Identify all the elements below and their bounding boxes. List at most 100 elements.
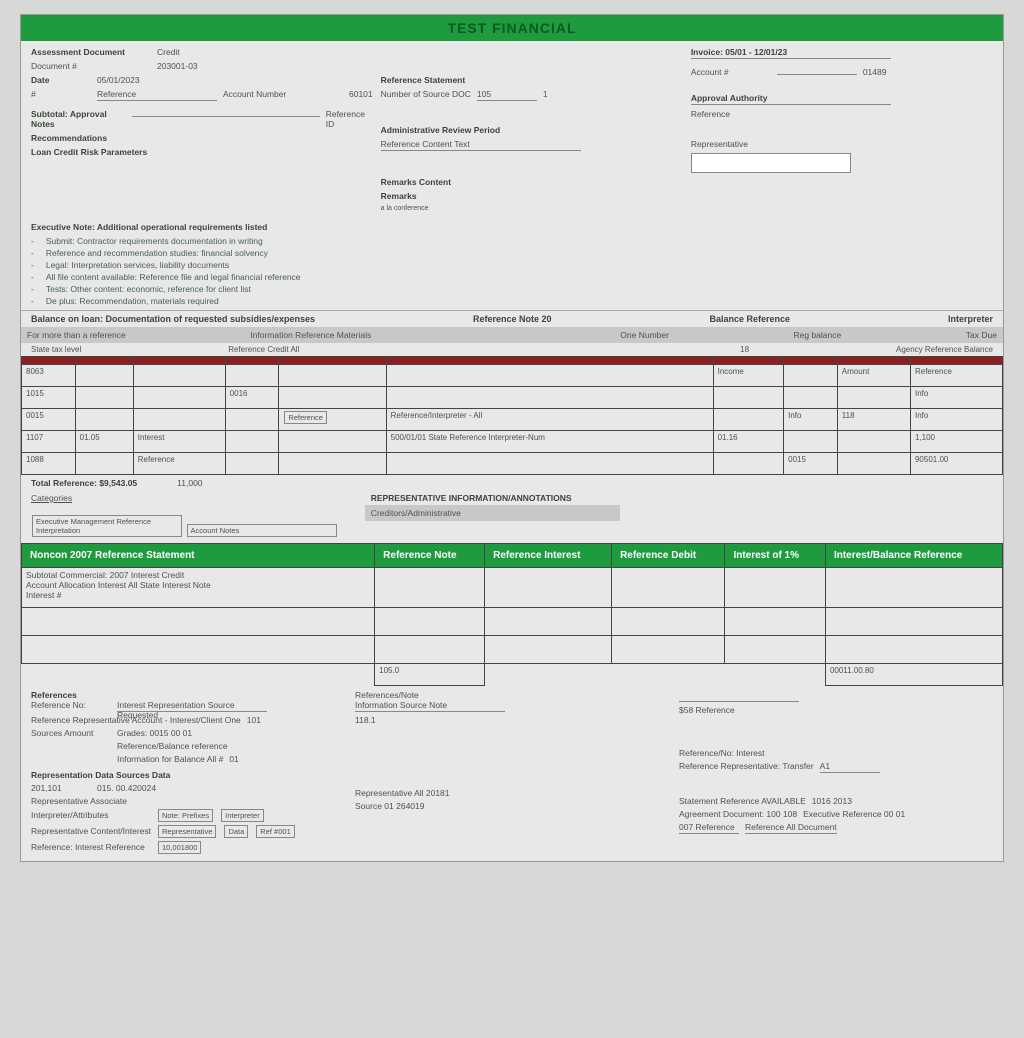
mid-box2: Account Notes bbox=[187, 524, 337, 537]
bullet-item: Submit: Contractor requirements document… bbox=[31, 236, 993, 246]
mid-hdr: REPRESENTATIVE INFORMATION/ANNOTATIONS bbox=[365, 491, 1003, 505]
gsr-2: Information Reference Materials bbox=[250, 330, 371, 340]
form-page: TEST FINANCIAL Assessment DocumentCredit… bbox=[20, 14, 1004, 862]
top-right-col: Invoice: 05/01 - 12/01/23 Account #01489… bbox=[691, 47, 993, 214]
mid-box1: Executive Management Reference Interpret… bbox=[32, 515, 182, 537]
doc-num-label: Document # bbox=[31, 61, 151, 71]
ref-r-label: Reference bbox=[691, 109, 730, 119]
ref-content-label: Reference Content Text bbox=[381, 139, 581, 151]
acct-mid-val: 60101 bbox=[349, 89, 373, 99]
rep-sig-box[interactable] bbox=[691, 153, 851, 173]
bot4: Source 01 264019 bbox=[355, 801, 424, 811]
top-left-col: Assessment DocumentCredit Document #2030… bbox=[31, 47, 373, 214]
r-line1 bbox=[679, 690, 799, 702]
subtotal-line bbox=[132, 105, 319, 117]
f1-val: Interest Representation Source Requested bbox=[117, 700, 267, 712]
box4: Data bbox=[224, 825, 248, 838]
gsr2-r1: 18 bbox=[740, 345, 749, 354]
table-row bbox=[22, 608, 1003, 636]
green-header-row: Noncon 2007 Reference Statement Referenc… bbox=[22, 544, 1003, 568]
bullet-item: Reference and recommendation studies: fi… bbox=[31, 248, 993, 258]
table-row: 8063IncomeAmountReference bbox=[22, 365, 1003, 387]
date-label: Date bbox=[31, 75, 91, 85]
acct-r-label: Account # bbox=[691, 67, 771, 77]
f4-val2: 01 bbox=[229, 754, 238, 764]
f6-label: 201,101 bbox=[31, 783, 91, 793]
box5: Ref #001 bbox=[256, 825, 294, 838]
bot8: Reference All Document bbox=[745, 822, 837, 834]
gsr2-r2: Agency Reference Balance bbox=[896, 345, 993, 354]
s2-left: Balance on loan: Documentation of reques… bbox=[31, 314, 315, 324]
gsr-r3: Tax Due bbox=[966, 330, 997, 340]
main-table-1: 8063IncomeAmountReference 10150016Info 0… bbox=[21, 356, 1003, 475]
r3-label: Reference Representative: Transfer bbox=[679, 761, 814, 771]
gsr2-2: Reference Credit All bbox=[228, 345, 299, 354]
admin-review-label: Administrative Review Period bbox=[381, 125, 501, 135]
bullets-header: Executive Note: Additional operational r… bbox=[31, 222, 993, 232]
gsr-1: For more than a reference bbox=[27, 330, 126, 340]
ref-id-label: Reference ID bbox=[326, 109, 373, 129]
box2: Interpreter bbox=[221, 809, 264, 822]
ref-hdr: References bbox=[31, 690, 345, 700]
mid-ref2: Information Source Note bbox=[355, 700, 505, 712]
table-row: 1088Reference001590501.00 bbox=[22, 453, 1003, 475]
gray-sub-row: For more than a reference Information Re… bbox=[21, 327, 1003, 343]
approval-label: Approval Authority bbox=[691, 93, 891, 105]
table-total-row: 105.000011.00.80 bbox=[22, 664, 1003, 686]
f2-label: Reference Representative Account - Inter… bbox=[31, 715, 241, 725]
top-info-grid: Assessment DocumentCredit Document #2030… bbox=[21, 41, 1003, 220]
doc-num-val: 203001-03 bbox=[157, 61, 198, 71]
bot3: 1016 2013 bbox=[812, 796, 852, 806]
bullet-section: Executive Note: Additional operational r… bbox=[21, 220, 1003, 310]
t2-hdr: Noncon 2007 Reference Statement bbox=[22, 544, 375, 568]
footer-left: References Reference No:Interest Represe… bbox=[31, 690, 345, 857]
sig3-label: Reference: Interest Reference bbox=[31, 842, 151, 852]
mid-val: 118.1 bbox=[355, 715, 376, 725]
rep-sig-label: Representative bbox=[691, 139, 748, 149]
bot2: Statement Reference AVAILABLE bbox=[679, 796, 806, 806]
date-val: 05/01/2023 bbox=[97, 75, 140, 85]
acct-r-line bbox=[777, 63, 857, 75]
mid-ref: References/Note bbox=[355, 690, 669, 700]
box6: 10,001800 bbox=[158, 841, 201, 854]
f2-val: 101 bbox=[247, 715, 261, 725]
r2-label: Reference/No: Interest bbox=[679, 748, 765, 758]
f3-val2: Reference/Balance reference bbox=[117, 741, 228, 751]
table-row: 110701.05Interest500/01/01 State Referen… bbox=[22, 431, 1003, 453]
table-row: 0015ReferenceReference/Interpreter - All… bbox=[22, 409, 1003, 431]
s2-right: Interpreter bbox=[948, 314, 993, 324]
bot1: Representative All 20181 bbox=[355, 788, 450, 798]
s2-mid2: Balance Reference bbox=[710, 314, 791, 324]
red-header-row bbox=[22, 357, 1003, 365]
bullet-item: De plus: Recommendation, materials requi… bbox=[31, 296, 993, 306]
footer-right: $58 Reference Reference/No: Interest Ref… bbox=[679, 690, 993, 857]
r3-val: A1 bbox=[820, 761, 880, 773]
mid-left: Categories Executive Management Referenc… bbox=[21, 491, 365, 539]
gsr-r2: Reg balance bbox=[794, 330, 842, 340]
footer-mid: References/Note Information Source Note … bbox=[355, 690, 669, 857]
bot6: Executive Reference 00 01 bbox=[803, 809, 905, 819]
r1-label: $58 Reference bbox=[679, 705, 735, 715]
remarks-content-label: Remarks Content bbox=[381, 177, 451, 187]
footer-grid: References Reference No:Interest Represe… bbox=[21, 686, 1003, 861]
gray-sub-row2: State tax level Reference Credit All 18 … bbox=[21, 343, 1003, 356]
box1: Note: Prefixes bbox=[158, 809, 213, 822]
subtotal-label: Subtotal: Approval Notes bbox=[31, 109, 126, 129]
src-doc-label: Number of Source DOC bbox=[381, 89, 471, 99]
f3-val: Grades: 0015 00 01 bbox=[117, 728, 192, 738]
t1-tot-val: 11,000 bbox=[177, 478, 202, 488]
table-row: Subtotal Commercial: 2007 Interest Credi… bbox=[22, 568, 1003, 608]
hash-val: Reference bbox=[97, 89, 217, 101]
remarks-label: Remarks bbox=[381, 191, 417, 201]
src-doc-val: 105 bbox=[477, 89, 537, 101]
src-doc-val2: 1 bbox=[543, 89, 548, 99]
table-row: 10150016Info bbox=[22, 387, 1003, 409]
f4-val: Information for Balance All # bbox=[117, 754, 223, 764]
prog-label: Loan Credit Risk Parameters bbox=[31, 147, 147, 157]
bullet-item: Legal: Interpretation services, liabilit… bbox=[31, 260, 993, 270]
conf-note: a la conference bbox=[381, 205, 429, 212]
ref-stmt-label: Reference Statement bbox=[381, 75, 466, 85]
assess-val: Credit bbox=[157, 47, 180, 57]
title-bar: TEST FINANCIAL bbox=[21, 15, 1003, 41]
table1-totals: Total Reference: $9,543.05 11,000 bbox=[21, 475, 1003, 491]
